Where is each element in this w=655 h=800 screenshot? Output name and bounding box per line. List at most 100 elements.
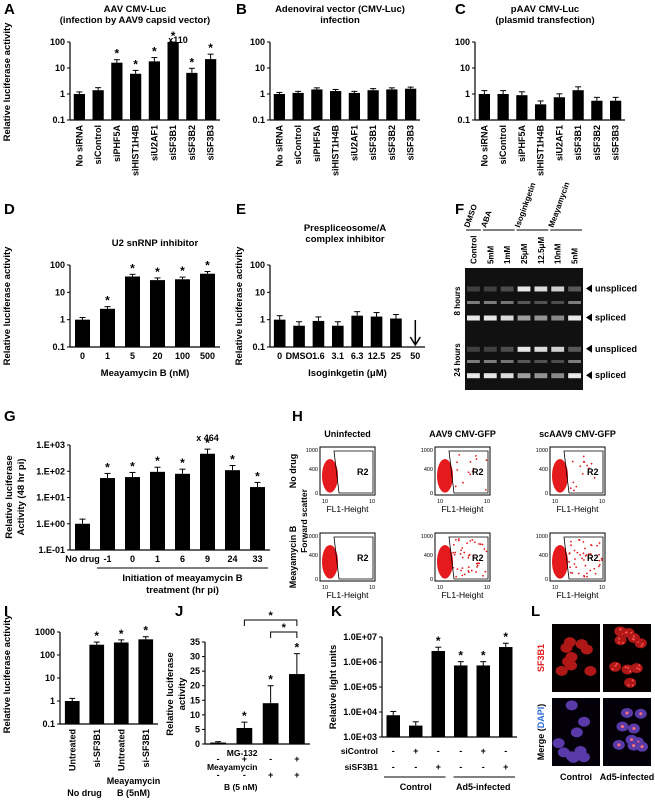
y-tick-label: 1000 — [536, 534, 548, 540]
scatter-dot — [475, 571, 478, 573]
scatter-dot — [571, 572, 574, 575]
x-category-label: 6 — [180, 554, 185, 564]
y-tick-label: 0 — [545, 577, 548, 583]
x-tick-label: 10 — [322, 499, 328, 505]
gel-band — [568, 346, 581, 352]
scatter-dot — [466, 542, 469, 545]
scatter-dot — [573, 489, 575, 492]
y-tick-label: 30 — [190, 652, 200, 662]
bar — [293, 325, 305, 347]
scatter-dot — [456, 568, 459, 571]
nucleus — [557, 747, 570, 758]
panel-a-title-line2: (infection by AAV9 capsid vector) — [59, 15, 211, 26]
plus-minus-label: - — [392, 762, 395, 772]
x-category-label: siSF3B3 — [406, 125, 416, 161]
scatter-dot — [598, 553, 600, 556]
y-tick-label: 100 — [250, 260, 265, 270]
y-tick-label: 25 — [190, 666, 200, 676]
x-category-label: siHIST1H4B — [536, 125, 546, 177]
bar — [92, 90, 104, 120]
row-label: B (5 nM) — [224, 782, 258, 792]
panel-label-j: J — [175, 603, 184, 620]
x-category-label: 12.5 — [368, 351, 386, 361]
x-axis-label: Initiation of meayamycin B — [122, 573, 242, 584]
y-axis-label: Relative luciferase activity — [2, 614, 13, 734]
gel-band — [517, 346, 531, 352]
scatter-dot — [479, 543, 482, 546]
panel-label-c: C — [455, 1, 466, 18]
panel-e-bar-chart: 100 10 1 0.1 0 DMSO 1.6 3.1 6.3 12.5 25 50 Relative … — [234, 246, 425, 379]
scatter-dot — [584, 554, 587, 557]
row-label: No drug — [288, 454, 298, 489]
speckle — [640, 644, 643, 647]
bar — [367, 90, 379, 120]
panel-i-bar-chart: 1000 100 10 1 0.1 * * * Untreated si-SF3B1 Untreat… — [2, 614, 160, 798]
significance-star: * — [205, 259, 210, 273]
row-label: Meayamycin — [207, 762, 258, 772]
scatter-dot — [573, 549, 576, 552]
scatter-dot — [590, 544, 593, 547]
significance-star: * — [295, 641, 300, 655]
gel-band — [467, 315, 480, 321]
y-tick-label: 1 — [465, 89, 470, 99]
x-category-label: siU2AF1 — [554, 125, 564, 161]
x-category-label: si-SF3B1 — [92, 729, 102, 768]
nucleus — [609, 661, 622, 672]
speckle — [630, 738, 634, 742]
scatter-dot — [457, 538, 460, 540]
bar — [273, 319, 286, 347]
nucleus — [614, 635, 627, 646]
x-category-label: siPHF5A — [312, 125, 322, 163]
scatter-dot — [454, 485, 457, 488]
scatter-dot — [454, 538, 457, 541]
y-tick-label: 100 — [50, 37, 65, 47]
x-category-label: siControl — [293, 125, 303, 165]
significance-star: * — [255, 469, 260, 483]
x-category-label: No siRNA — [274, 125, 284, 167]
scatter-dot — [583, 559, 585, 561]
bar — [89, 644, 105, 724]
bar — [200, 273, 215, 347]
gel-band — [500, 301, 514, 304]
nucleus — [552, 738, 565, 749]
x-category-label: 3.1 — [332, 351, 345, 361]
scatter-dot — [485, 550, 488, 553]
x-category-label: siSF3B2 — [387, 125, 397, 161]
group-label: DMSO — [462, 203, 479, 229]
bar — [186, 72, 198, 120]
scatter-dot — [461, 567, 464, 570]
gel-band — [568, 301, 581, 304]
panel-d-title: U2 snRNP inhibitor — [111, 238, 199, 249]
bar — [332, 325, 344, 347]
speckle — [632, 635, 635, 638]
gate-outline — [563, 450, 604, 494]
significance-star: * — [503, 630, 508, 644]
speckle — [615, 662, 618, 665]
scatter-dot — [594, 572, 597, 575]
significance-star: * — [230, 453, 235, 467]
lane-label: 1mM — [503, 245, 512, 264]
gel-band — [500, 373, 514, 379]
gate-outline — [448, 536, 489, 580]
bar — [292, 92, 304, 120]
x-category-label: No siRNA — [74, 125, 84, 167]
scatter-dot — [483, 548, 486, 550]
y-tick-label: 0 — [430, 577, 433, 583]
y-axis-label: Relative luciferase activity — [2, 246, 13, 366]
scatter-dot — [601, 559, 603, 561]
x-category-label: siSF3B1 — [573, 125, 583, 161]
scatter-dot — [586, 464, 589, 467]
y-tick-label: 1 — [50, 696, 55, 706]
significance-star: * — [155, 265, 160, 279]
scatter-dot — [598, 542, 601, 544]
panel-label-l: L — [531, 603, 541, 620]
scatter-dot — [484, 488, 487, 491]
x-category-label: 1.6 — [312, 351, 325, 361]
significance-bracket — [243, 619, 298, 626]
gel-band — [500, 360, 514, 363]
y-tick-label: 1.0E+04 — [343, 707, 377, 717]
significance-star: * — [105, 294, 110, 308]
bar — [348, 92, 360, 120]
bar — [478, 94, 490, 120]
arrowhead-icon — [586, 344, 592, 353]
